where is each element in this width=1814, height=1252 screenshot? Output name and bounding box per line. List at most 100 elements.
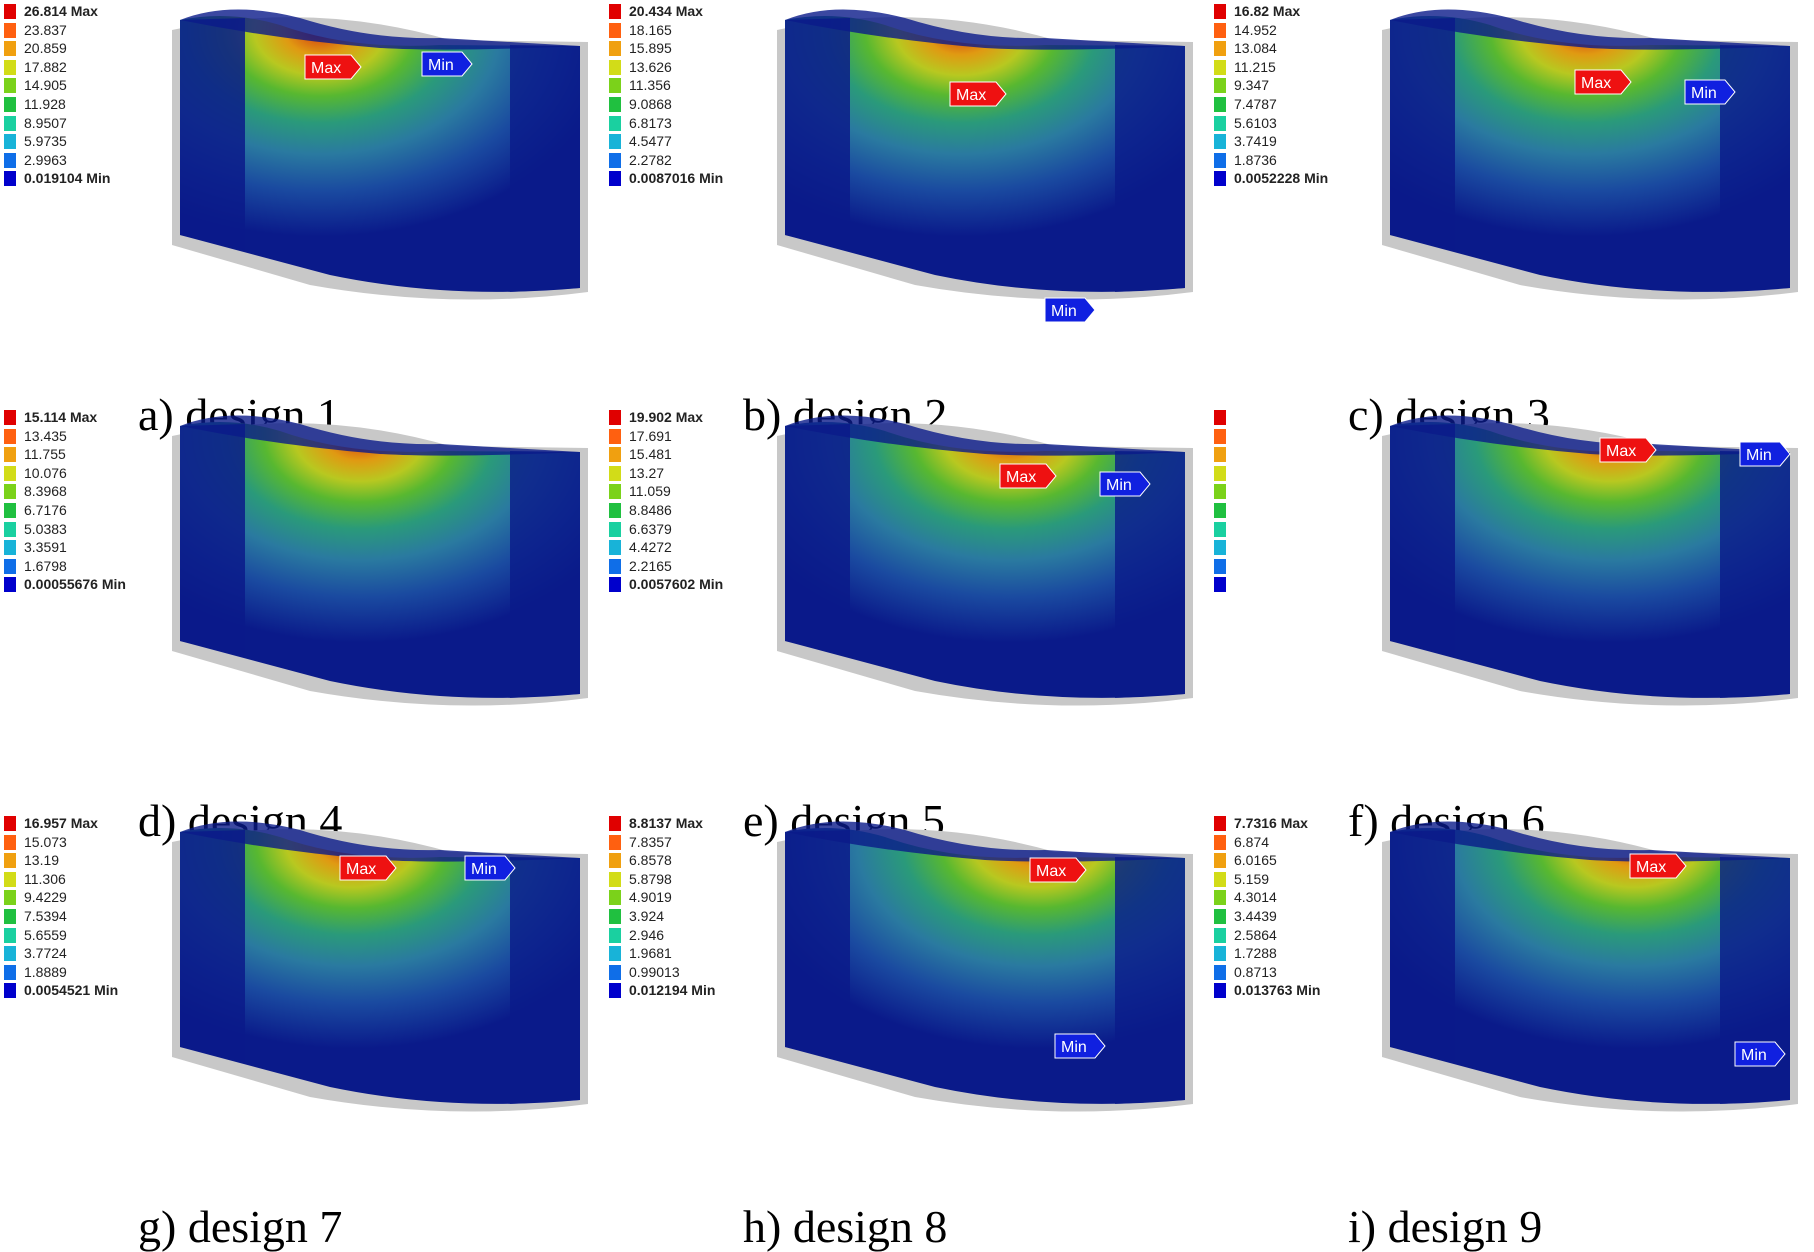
legend-row: 20.859 <box>4 39 144 58</box>
legend-row: 5.8798 <box>609 870 749 889</box>
legend-row: 0.0057602 Min <box>609 575 749 594</box>
legend-swatch <box>1214 59 1226 75</box>
legend-row: 6.6379 <box>609 520 749 539</box>
legend-row: 15.481 <box>609 445 749 464</box>
legend-row <box>1214 520 1354 539</box>
stress-contour-model: Max Min <box>1360 406 1800 756</box>
legend-row: 2.946 <box>609 926 749 945</box>
legend-row: 19.902 Max <box>609 408 749 427</box>
model-drawing <box>172 415 588 706</box>
legend-label: 5.0383 <box>24 520 67 537</box>
legend-label: 0.99013 <box>629 963 680 980</box>
legend-label: 3.4439 <box>1234 907 1277 924</box>
legend-swatch <box>609 853 621 869</box>
max-marker-label: Max <box>1006 469 1036 486</box>
model-body <box>180 16 580 292</box>
legend-label: 3.924 <box>629 907 665 924</box>
legend-label: 0.00055676 Min <box>24 576 126 593</box>
min-marker-label: Min <box>1061 1039 1087 1056</box>
legend-row: 11.755 <box>4 445 144 464</box>
legend-row: 4.4272 <box>609 538 749 557</box>
model-side-face <box>1720 45 1790 292</box>
min-marker: Min <box>1054 1033 1106 1059</box>
legend-swatch <box>4 22 16 38</box>
max-marker: Max <box>1574 69 1632 95</box>
legend-row: 1.8736 <box>1214 151 1354 170</box>
legend-label: 8.8486 <box>629 501 672 518</box>
legend-label: 10.076 <box>24 464 67 481</box>
legend-label: 11.215 <box>1234 58 1276 75</box>
legend-row: 6.7176 <box>4 501 144 520</box>
legend-row: 2.2165 <box>609 557 749 576</box>
stress-contour-model: Max Min <box>755 406 1195 756</box>
legend-swatch <box>609 834 621 850</box>
legend-label: 11.755 <box>24 446 66 463</box>
legend-label: 11.928 <box>24 95 66 112</box>
legend-swatch <box>1214 853 1226 869</box>
min-marker-label: Min <box>471 861 497 878</box>
legend-swatch <box>4 502 16 518</box>
color-legend: 16.82 Max 14.952 13.084 11.215 9.347 7.4787 5.… <box>1214 2 1354 188</box>
max-marker-label: Max <box>956 87 986 104</box>
legend-swatch <box>4 890 16 906</box>
panel-caption: g) design 7 <box>138 1201 343 1252</box>
legend-row <box>1214 427 1354 446</box>
legend-swatch <box>609 484 621 500</box>
legend-row: 4.9019 <box>609 888 749 907</box>
legend-swatch <box>1214 871 1226 887</box>
model-top-face <box>785 9 1185 50</box>
legend-row: 23.837 <box>4 21 144 40</box>
legend-swatch <box>4 465 16 481</box>
stress-contour-model <box>150 406 590 756</box>
legend-swatch <box>4 447 16 463</box>
legend-swatch <box>609 964 621 980</box>
legend-swatch <box>609 983 621 999</box>
min-marker-label: Min <box>1106 477 1132 494</box>
legend-swatch <box>4 410 16 425</box>
model-side-face <box>510 451 580 698</box>
legend-row: 16.957 Max <box>4 814 144 833</box>
legend-label: 0.0054521 Min <box>24 982 119 999</box>
max-marker: Max <box>1629 853 1687 879</box>
legend-label: 6.0165 <box>1234 852 1277 869</box>
legend-swatch <box>1214 521 1226 537</box>
legend-row: 2.5864 <box>1214 926 1354 945</box>
legend-row: 0.00055676 Min <box>4 575 144 594</box>
legend-swatch <box>4 540 16 556</box>
legend-label: 20.859 <box>24 40 67 57</box>
legend-row: 8.8486 <box>609 501 749 520</box>
min-marker-label: Min <box>1051 303 1077 320</box>
figure-grid: 26.814 Max 23.837 20.859 17.882 14.905 11.928… <box>4 0 1800 1250</box>
result-panel: 20.434 Max 18.165 15.895 13.626 11.356 9.0868… <box>605 0 1209 438</box>
legend-row: 13.626 <box>609 58 749 77</box>
max-marker-label: Max <box>1581 75 1611 92</box>
model-top-face <box>180 415 580 456</box>
legend-row: 0.012194 Min <box>609 981 749 1000</box>
legend-swatch <box>1214 558 1226 574</box>
legend-swatch <box>609 577 621 593</box>
legend-label: 23.837 <box>24 21 67 38</box>
legend-swatch <box>1214 78 1226 94</box>
legend-swatch <box>4 983 16 999</box>
legend-swatch <box>4 428 16 444</box>
legend-label: 1.8736 <box>1234 151 1277 168</box>
result-panel: 19.902 Max 17.691 15.481 13.27 11.059 8.8486 6… <box>605 406 1209 844</box>
color-legend <box>1214 408 1354 594</box>
legend-label: 2.5864 <box>1234 926 1277 943</box>
legend-row: 6.874 <box>1214 833 1354 852</box>
legend-row: 1.9681 <box>609 944 749 963</box>
color-legend: 20.434 Max 18.165 15.895 13.626 11.356 9.0868… <box>609 2 749 188</box>
model-side-face <box>180 830 245 1062</box>
legend-row: 5.0383 <box>4 520 144 539</box>
legend-swatch <box>1214 465 1226 481</box>
legend-swatch <box>4 558 16 574</box>
legend-row: 3.7419 <box>1214 132 1354 151</box>
legend-swatch <box>1214 577 1226 593</box>
legend-label: 5.6559 <box>24 926 67 943</box>
legend-row: 26.814 Max <box>4 2 144 21</box>
legend-swatch <box>1214 983 1226 999</box>
legend-swatch <box>1214 96 1226 112</box>
legend-row <box>1214 445 1354 464</box>
min-marker-label: Min <box>1691 85 1717 102</box>
model-drawing: Max Min <box>172 9 588 300</box>
